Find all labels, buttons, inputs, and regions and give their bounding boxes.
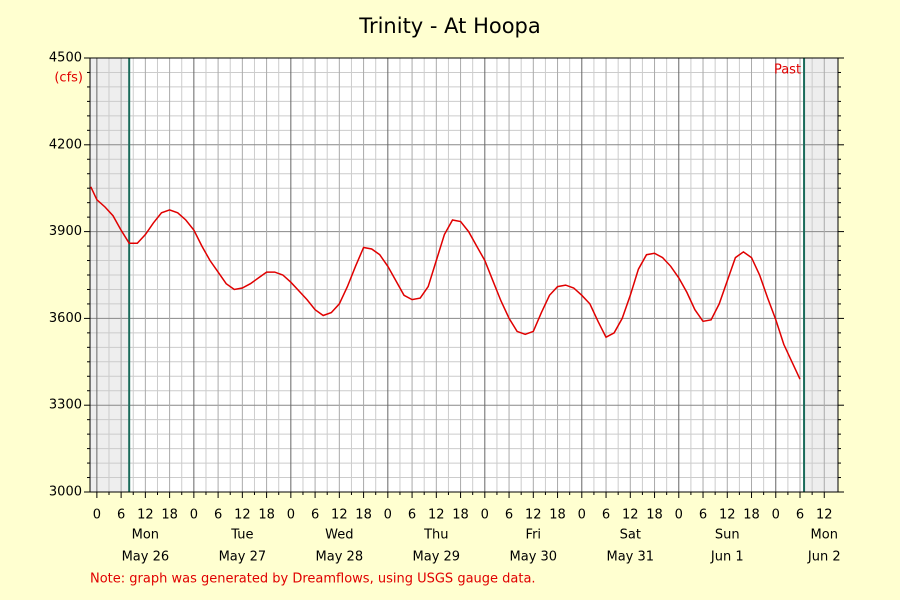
x-tick-label: 12 — [525, 508, 542, 523]
day-date: May 27 — [219, 550, 267, 565]
x-tick-label: 6 — [796, 508, 804, 523]
x-tick-label: 18 — [161, 508, 178, 523]
day-name: Thu — [423, 528, 448, 543]
x-tick-label: 12 — [719, 508, 736, 523]
day-name: Sat — [620, 528, 641, 543]
x-tick-label: 6 — [117, 508, 125, 523]
day-name: Tue — [230, 528, 253, 543]
day-name: Wed — [325, 528, 353, 543]
y-axis-label: (cfs) — [54, 71, 83, 86]
x-tick-label: 18 — [646, 508, 663, 523]
y-tick-label: 3900 — [49, 224, 82, 239]
x-tick-label: 6 — [505, 508, 513, 523]
day-name: Mon — [132, 528, 159, 543]
x-tick-label: 6 — [214, 508, 222, 523]
x-tick-label: 18 — [258, 508, 275, 523]
day-date: May 31 — [607, 550, 655, 565]
x-tick-label: 6 — [602, 508, 610, 523]
x-tick-label: 0 — [287, 508, 295, 523]
day-date: Jun 1 — [710, 550, 744, 565]
x-tick-label: 12 — [816, 508, 833, 523]
y-tick-label: 3600 — [49, 311, 82, 326]
x-tick-label: 0 — [578, 508, 586, 523]
x-tick-label: 0 — [384, 508, 392, 523]
past-label: Past — [774, 63, 801, 78]
note: Note: graph was generated by Dreamflows,… — [90, 572, 536, 587]
y-tick-label: 3000 — [49, 485, 82, 500]
day-date: May 28 — [316, 550, 364, 565]
x-tick-label: 6 — [408, 508, 416, 523]
x-tick-label: 0 — [675, 508, 683, 523]
x-tick-label: 12 — [622, 508, 639, 523]
x-tick-label: 12 — [428, 508, 445, 523]
x-tick-label: 6 — [699, 508, 707, 523]
x-tick-label: 12 — [234, 508, 251, 523]
y-tick-label: 4500 — [49, 51, 82, 66]
x-tick-label: 0 — [93, 508, 101, 523]
x-tick-label: 12 — [331, 508, 348, 523]
day-date: May 30 — [510, 550, 558, 565]
day-name: Fri — [526, 528, 542, 543]
day-name: Mon — [811, 528, 838, 543]
x-tick-label: 0 — [772, 508, 780, 523]
y-tick-label: 3300 — [49, 398, 82, 413]
x-tick-label: 6 — [311, 508, 319, 523]
x-tick-label: 18 — [452, 508, 469, 523]
day-date: May 26 — [122, 550, 170, 565]
x-tick-label: 18 — [549, 508, 566, 523]
day-date: May 29 — [413, 550, 461, 565]
day-date: Jun 2 — [807, 550, 841, 565]
x-tick-label: 18 — [355, 508, 372, 523]
day-name: Sun — [715, 528, 740, 543]
x-tick-label: 0 — [481, 508, 489, 523]
x-tick-label: 0 — [190, 508, 198, 523]
plot-frame — [89, 57, 839, 493]
flow-line — [90, 186, 801, 380]
y-tick-label: 4200 — [49, 137, 82, 152]
chart-title: Trinity - At Hoopa — [358, 14, 541, 38]
x-tick-label: 12 — [137, 508, 154, 523]
x-tick-label: 18 — [743, 508, 760, 523]
